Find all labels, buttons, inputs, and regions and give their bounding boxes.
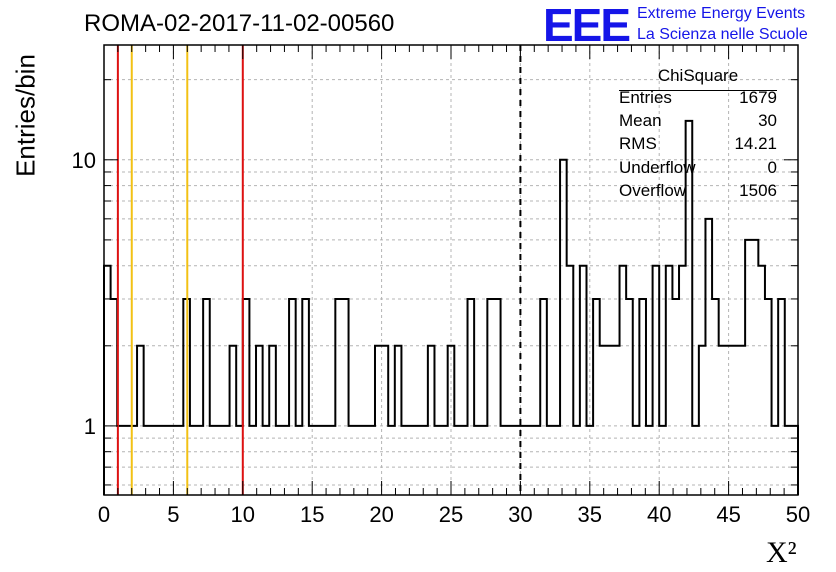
stats-label: Mean <box>619 111 662 131</box>
logo-line-2: La Scienza nelle Scuole <box>637 26 808 43</box>
histogram-bin <box>672 299 679 495</box>
x-tick-label: 50 <box>786 502 810 527</box>
histogram-bin <box>739 346 746 495</box>
histogram-line <box>103 119 799 495</box>
x-tick-label: 20 <box>369 502 393 527</box>
histogram-bin <box>679 266 686 495</box>
histogram-bin <box>719 346 726 495</box>
stats-label: Overflow <box>619 180 687 200</box>
x-axis-label: Χ² <box>766 536 797 569</box>
logo-line-1: Extreme Energy Events <box>637 5 806 22</box>
stats-row-rms: RMS 14.21 <box>609 134 777 157</box>
histogram-bin <box>613 346 620 495</box>
x-tick-label: 40 <box>647 502 671 527</box>
stats-label: RMS <box>619 134 657 154</box>
stats-value: 1679 <box>739 88 777 107</box>
stats-value: 0 <box>767 157 777 177</box>
stats-row-underflow: Underflow 0 <box>609 158 777 181</box>
stats-value: 14.21 <box>734 134 777 154</box>
x-tick-label: 30 <box>508 502 532 527</box>
stats-separator <box>619 90 777 91</box>
stats-value: 1506 <box>739 180 777 200</box>
stats-row-mean: Mean 30 <box>609 111 777 134</box>
x-tick-label: 10 <box>231 502 255 527</box>
x-tick-label: 15 <box>300 502 324 527</box>
x-tick-label: 25 <box>439 502 463 527</box>
stats-label: Underflow <box>619 157 696 177</box>
histogram-bin <box>732 346 739 495</box>
stats-value: 30 <box>758 111 777 131</box>
stats-title: ChiSquare <box>657 66 739 85</box>
x-tick-label: 45 <box>716 502 740 527</box>
y-tick-label: 10 <box>72 148 96 173</box>
histogram-bin <box>600 346 607 495</box>
stats-row-overflow: Overflow 1506 <box>609 181 777 204</box>
stats-label: Entries <box>619 88 672 107</box>
histogram-bin <box>606 346 613 495</box>
stats-box: ChiSquare Entries 1679 Mean 30 RMS 14.21 Under… <box>609 66 777 204</box>
x-tick-label: 5 <box>167 502 179 527</box>
histogram-bin <box>758 266 765 495</box>
chart-title: ROMA-02-2017-11-02-00560 <box>84 10 395 37</box>
x-tick-label: 0 <box>98 502 110 527</box>
stats-rows: Entries 1679 Mean 30 RMS 14.21 Underflow 0 Overf… <box>609 88 777 204</box>
stats-row-entries: Entries 1679 <box>609 88 777 111</box>
eee-logo: EEE <box>543 0 631 51</box>
histogram-bin <box>752 240 759 495</box>
y-tick-label: 1 <box>84 414 96 439</box>
x-tick-label: 35 <box>578 502 602 527</box>
